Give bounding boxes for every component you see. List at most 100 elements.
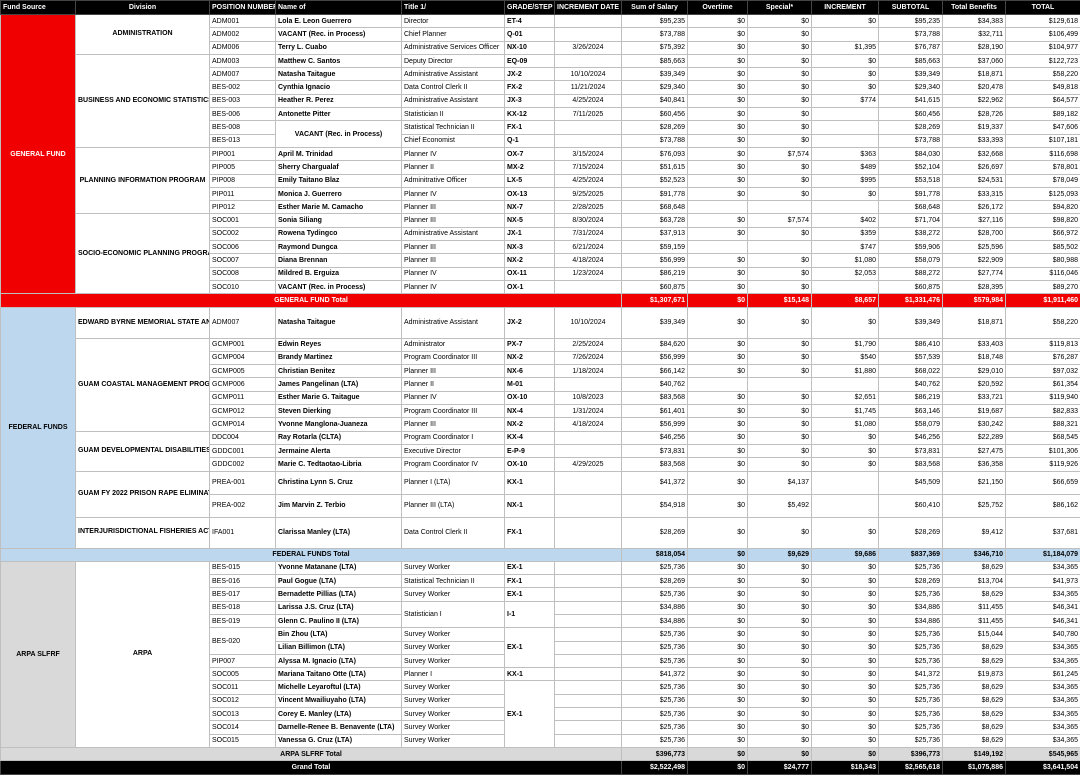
cell-grade[interactable]: EQ-09 <box>505 54 555 67</box>
cell-title[interactable]: Data Control Clerk II <box>402 81 505 94</box>
cell-date[interactable] <box>555 471 622 494</box>
col-header[interactable]: INCREMENT DATE <box>555 1 622 15</box>
cell-grade[interactable]: E-P-9 <box>505 444 555 457</box>
cell-special[interactable]: $0 <box>748 614 812 627</box>
col-header[interactable]: POSITION NUMBER <box>210 1 276 15</box>
cell-salary[interactable]: $66,142 <box>622 365 688 378</box>
cell-pos[interactable]: ADM006 <box>210 41 276 54</box>
cell-special[interactable]: $0 <box>748 28 812 41</box>
cell-date[interactable] <box>555 444 622 457</box>
cell-incr[interactable]: $0 <box>812 628 879 641</box>
cell-salary[interactable]: $60,875 <box>622 280 688 293</box>
cell-subtotal[interactable]: $60,410 <box>879 494 943 517</box>
cell-special[interactable]: $0 <box>748 15 812 28</box>
cell-title[interactable]: Planner II <box>402 161 505 174</box>
cell-total[interactable]: $41,973 <box>1006 575 1080 588</box>
cell-incr[interactable] <box>812 280 879 293</box>
cell-title[interactable]: Planner II <box>402 378 505 391</box>
cell-ot[interactable]: $0 <box>688 517 748 548</box>
col-header[interactable]: INCREMENT <box>812 1 879 15</box>
cell-title[interactable]: Statistician II <box>402 108 505 121</box>
cell-special[interactable]: $0 <box>748 444 812 457</box>
cell-date[interactable]: 7/26/2024 <box>555 351 622 364</box>
cell-title[interactable]: Chief Economist <box>402 134 505 147</box>
cell-pos[interactable]: BES-006 <box>210 108 276 121</box>
cell-special[interactable]: $0 <box>748 668 812 681</box>
cell-name[interactable]: Natasha Taitague <box>276 307 402 338</box>
cell-pos[interactable]: SOC014 <box>210 721 276 734</box>
cell-incr[interactable]: $0 <box>812 747 879 760</box>
cell-total[interactable]: $106,499 <box>1006 28 1080 41</box>
cell-benefits[interactable]: $8,629 <box>943 721 1006 734</box>
cell-benefits[interactable]: $18,871 <box>943 68 1006 81</box>
cell-date[interactable] <box>555 561 622 574</box>
cell-special[interactable]: $0 <box>748 41 812 54</box>
cell-salary[interactable]: $25,736 <box>622 708 688 721</box>
cell-pos[interactable]: SOC002 <box>210 227 276 240</box>
cell-ot[interactable]: $0 <box>688 668 748 681</box>
cell-grade[interactable]: NX-4 <box>505 405 555 418</box>
cell-ot[interactable]: $0 <box>688 458 748 471</box>
cell-pos[interactable]: BES-017 <box>210 588 276 601</box>
cell-subtotal[interactable]: $85,663 <box>879 54 943 67</box>
cell-special[interactable]: $24,777 <box>748 761 812 774</box>
cell-title[interactable]: Planner III <box>402 254 505 267</box>
cell-total[interactable]: $68,545 <box>1006 431 1080 444</box>
cell-salary[interactable]: $39,349 <box>622 307 688 338</box>
cell-name[interactable]: Edwin Reyes <box>276 338 402 351</box>
cell-grade[interactable]: NX-6 <box>505 365 555 378</box>
cell-benefits[interactable]: $25,596 <box>943 241 1006 254</box>
cell-incr[interactable]: $0 <box>812 721 879 734</box>
cell-salary[interactable]: $25,736 <box>622 561 688 574</box>
cell-pos[interactable]: ADM007 <box>210 307 276 338</box>
cell-special[interactable]: $7,574 <box>748 214 812 227</box>
cell-special[interactable]: $0 <box>748 575 812 588</box>
fund-source-general[interactable]: GENERAL FUND <box>1 15 76 294</box>
cell-incr[interactable]: $0 <box>812 641 879 654</box>
cell-total[interactable]: $3,641,504 <box>1006 761 1080 774</box>
cell-pos[interactable]: PREA-002 <box>210 494 276 517</box>
cell-special[interactable]: $0 <box>748 68 812 81</box>
cell-benefits[interactable]: $8,629 <box>943 708 1006 721</box>
cell-salary[interactable]: $41,372 <box>622 471 688 494</box>
cell-benefits[interactable]: $25,752 <box>943 494 1006 517</box>
cell-date[interactable] <box>555 378 622 391</box>
cell-pos[interactable]: SOC012 <box>210 694 276 707</box>
cell-total[interactable]: $34,365 <box>1006 654 1080 667</box>
cell-title[interactable]: Data Control Clerk II <box>402 517 505 548</box>
cell-benefits[interactable]: $28,395 <box>943 280 1006 293</box>
cell-name[interactable]: VACANT (Rec. in Process) <box>276 28 402 41</box>
cell-total[interactable]: $101,306 <box>1006 444 1080 457</box>
cell-date[interactable]: 1/23/2024 <box>555 267 622 280</box>
cell-incr[interactable]: $1,880 <box>812 365 879 378</box>
cell-name[interactable]: Clarissa Manley (LTA) <box>276 517 402 548</box>
cell-name[interactable]: Larissa J.S. Cruz (LTA) <box>276 601 402 614</box>
cell-ot[interactable]: $0 <box>688 431 748 444</box>
cell-incr[interactable]: $402 <box>812 214 879 227</box>
cell-total[interactable]: $47,606 <box>1006 121 1080 134</box>
cell-grade[interactable]: JX-2 <box>505 307 555 338</box>
cell-benefits[interactable]: $15,044 <box>943 628 1006 641</box>
cell-date[interactable]: 3/15/2024 <box>555 147 622 160</box>
cell-benefits[interactable]: $33,393 <box>943 134 1006 147</box>
cell-date[interactable]: 9/25/2025 <box>555 187 622 200</box>
cell-benefits[interactable]: $27,475 <box>943 444 1006 457</box>
cell-incr[interactable] <box>812 471 879 494</box>
cell-pos[interactable]: SOC006 <box>210 241 276 254</box>
cell-ot[interactable]: $0 <box>688 28 748 41</box>
cell-salary[interactable]: $60,456 <box>622 108 688 121</box>
cell-special[interactable]: $0 <box>748 747 812 760</box>
cell-ot[interactable]: $0 <box>688 734 748 747</box>
division-pip[interactable]: PLANNING INFORMATION PROGRAM <box>76 147 210 213</box>
cell-subtotal[interactable]: $91,778 <box>879 187 943 200</box>
col-header[interactable]: Total Benefits <box>943 1 1006 15</box>
cell-incr[interactable]: $1,395 <box>812 41 879 54</box>
cell-name[interactable]: Jermaine Alerta <box>276 444 402 457</box>
division-prea[interactable]: GUAM FY 2022 PRISON RAPE ELIMINATION ACT… <box>76 471 210 517</box>
cell-total[interactable]: $34,365 <box>1006 734 1080 747</box>
cell-title[interactable]: Survey Worker <box>402 641 505 654</box>
cell-date[interactable]: 4/29/2025 <box>555 458 622 471</box>
cell-title[interactable]: Administrative Assistant <box>402 68 505 81</box>
cell-name[interactable]: Steven Dierking <box>276 405 402 418</box>
cell-name[interactable]: Lilian Billimon (LTA) <box>276 641 402 654</box>
